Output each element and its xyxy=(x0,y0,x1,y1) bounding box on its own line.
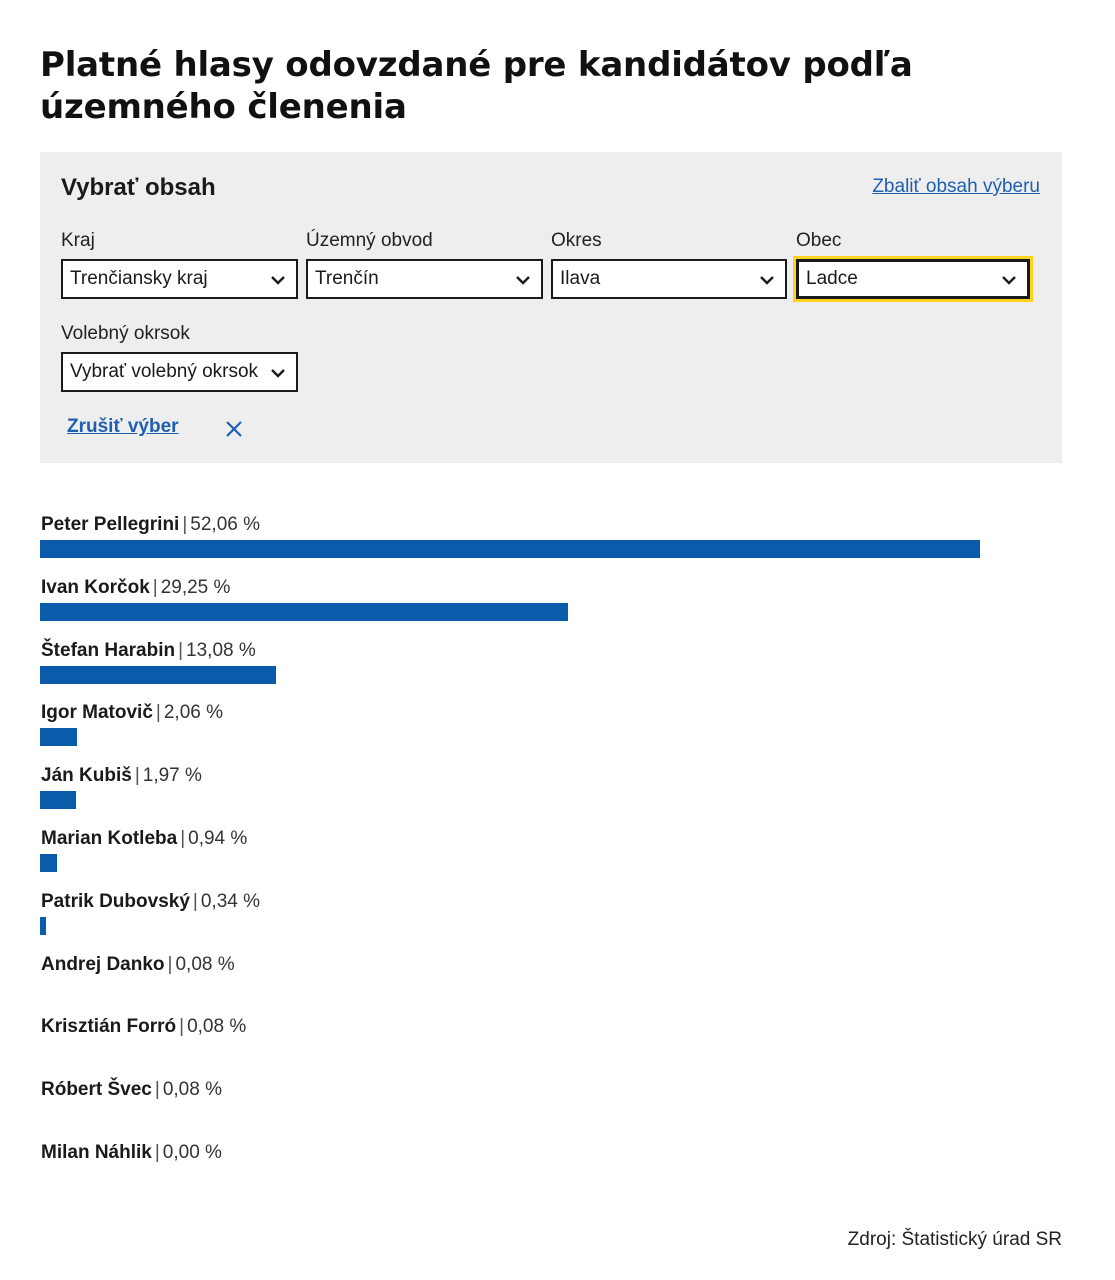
candidate-row: Krisztián Forró | 0,08 % xyxy=(40,1016,1070,1076)
candidate-name: Patrik Dubovský xyxy=(41,891,190,912)
candidate-label: Róbert Švec | 0,08 % xyxy=(41,1079,222,1101)
candidate-label: Andrej Danko | 0,08 % xyxy=(41,954,235,976)
chevron-down-icon xyxy=(271,369,285,378)
candidate-label: Ivan Korčok | 29,25 % xyxy=(41,577,230,599)
data-source: Zdroj: Štatistický úrad SR xyxy=(847,1229,1062,1250)
candidate-name: Krisztián Forró xyxy=(41,1016,177,1037)
okres-label: Okres xyxy=(551,230,602,251)
candidate-bar xyxy=(40,603,568,621)
label-separator: | xyxy=(155,702,161,723)
okres-select[interactable]: Ilava xyxy=(551,259,787,299)
label-separator: | xyxy=(179,1016,185,1037)
candidate-percentage: 0,94 % xyxy=(188,828,248,849)
candidate-percentage: 52,06 % xyxy=(190,514,261,535)
volebny-okrsok-select-value: Vybrať volebný okrsok xyxy=(70,361,259,382)
uzemny-obvod-label: Územný obvod xyxy=(306,230,433,251)
candidate-percentage: 2,06 % xyxy=(163,702,223,723)
label-separator: | xyxy=(134,765,140,786)
candidate-label: Patrik Dubovský | 0,34 % xyxy=(41,891,260,913)
candidate-row: Peter Pellegrini | 52,06 % xyxy=(40,514,1070,574)
candidate-bar xyxy=(40,540,980,558)
chevron-down-icon xyxy=(271,276,285,285)
candidate-name: Marian Kotleba xyxy=(41,828,178,849)
label-separator: | xyxy=(154,1079,160,1100)
candidate-label: Štefan Harabin | 13,08 % xyxy=(41,640,256,662)
chevron-down-icon xyxy=(1002,276,1016,285)
candidate-percentage: 0,08 % xyxy=(162,1079,222,1100)
candidate-row: Patrik Dubovský | 0,34 % xyxy=(40,891,1070,951)
candidate-name: Andrej Danko xyxy=(41,954,165,975)
candidate-bar xyxy=(40,854,57,872)
candidate-percentage: 1,97 % xyxy=(142,765,202,786)
candidate-label: Peter Pellegrini | 52,06 % xyxy=(41,514,260,536)
candidate-label: Ján Kubiš | 1,97 % xyxy=(41,765,202,787)
label-separator: | xyxy=(178,640,184,661)
panel-heading: Vybrať obsah xyxy=(61,174,216,201)
uzemny-obvod-select-value: Trenčín xyxy=(315,268,379,289)
candidate-percentage: 0,00 % xyxy=(162,1142,222,1163)
obec-select-value: Ladce xyxy=(806,268,858,289)
candidate-label: Igor Matovič | 2,06 % xyxy=(41,702,223,724)
candidate-name: Milan Náhlik xyxy=(41,1142,152,1163)
candidate-row: Štefan Harabin | 13,08 % xyxy=(40,640,1070,700)
candidate-name: Ivan Korčok xyxy=(41,577,150,598)
uzemny-obvod-select[interactable]: Trenčín xyxy=(306,259,543,299)
candidate-row: Milan Náhlik | 0,00 % xyxy=(40,1142,1070,1202)
reset-row: Zrušiť výber xyxy=(67,416,242,442)
kraj-label: Kraj xyxy=(61,230,95,251)
candidate-label: Marian Kotleba | 0,94 % xyxy=(41,828,247,850)
label-separator: | xyxy=(180,828,186,849)
candidate-row: Marian Kotleba | 0,94 % xyxy=(40,828,1070,888)
volebny-okrsok-label: Volebný okrsok xyxy=(61,323,190,344)
candidate-bar xyxy=(40,728,77,746)
candidate-bar xyxy=(40,917,46,935)
volebny-okrsok-select[interactable]: Vybrať volebný okrsok xyxy=(61,352,298,392)
candidate-row: Róbert Švec | 0,08 % xyxy=(40,1079,1070,1139)
label-separator: | xyxy=(154,1142,160,1163)
candidate-percentage: 0,08 % xyxy=(175,954,235,975)
candidate-percentage: 0,34 % xyxy=(200,891,260,912)
okres-select-value: Ilava xyxy=(560,268,601,289)
candidate-name: Ján Kubiš xyxy=(41,765,132,786)
candidate-name: Štefan Harabin xyxy=(41,640,176,661)
page-title: Platné hlasy odovzdané pre kandidátov po… xyxy=(40,45,913,127)
collapse-selection-link[interactable]: Zbaliť obsah výberu xyxy=(872,176,1040,197)
label-separator: | xyxy=(192,891,198,912)
candidate-name: Igor Matovič xyxy=(41,702,153,723)
candidate-row: Andrej Danko | 0,08 % xyxy=(40,954,1070,1014)
label-separator: | xyxy=(182,514,188,535)
label-separator: | xyxy=(152,577,158,598)
obec-label: Obec xyxy=(796,230,842,251)
filter-panel: Vybrať obsah Zbaliť obsah výberu Kraj Tr… xyxy=(40,152,1062,463)
candidate-label: Krisztián Forró | 0,08 % xyxy=(41,1016,246,1038)
kraj-select[interactable]: Trenčiansky kraj xyxy=(61,259,298,299)
chevron-down-icon xyxy=(760,276,774,285)
candidate-bar xyxy=(40,791,76,809)
candidate-name: Róbert Švec xyxy=(41,1079,152,1100)
close-icon[interactable] xyxy=(225,420,243,438)
candidate-percentage: 0,08 % xyxy=(187,1016,247,1037)
candidate-row: Igor Matovič | 2,06 % xyxy=(40,702,1070,762)
reset-selection-link[interactable]: Zrušiť výber xyxy=(67,416,179,437)
candidate-label: Milan Náhlik | 0,00 % xyxy=(41,1142,222,1164)
candidate-bar xyxy=(40,666,276,684)
chevron-down-icon xyxy=(516,276,530,285)
candidate-name: Peter Pellegrini xyxy=(41,514,180,535)
label-separator: | xyxy=(167,954,173,975)
candidate-percentage: 29,25 % xyxy=(160,577,231,598)
obec-select[interactable]: Ladce xyxy=(793,256,1033,302)
candidate-percentage: 13,08 % xyxy=(186,640,256,661)
candidate-row: Ján Kubiš | 1,97 % xyxy=(40,765,1070,825)
candidate-row: Ivan Korčok | 29,25 % xyxy=(40,577,1070,637)
kraj-select-value: Trenčiansky kraj xyxy=(70,268,208,289)
